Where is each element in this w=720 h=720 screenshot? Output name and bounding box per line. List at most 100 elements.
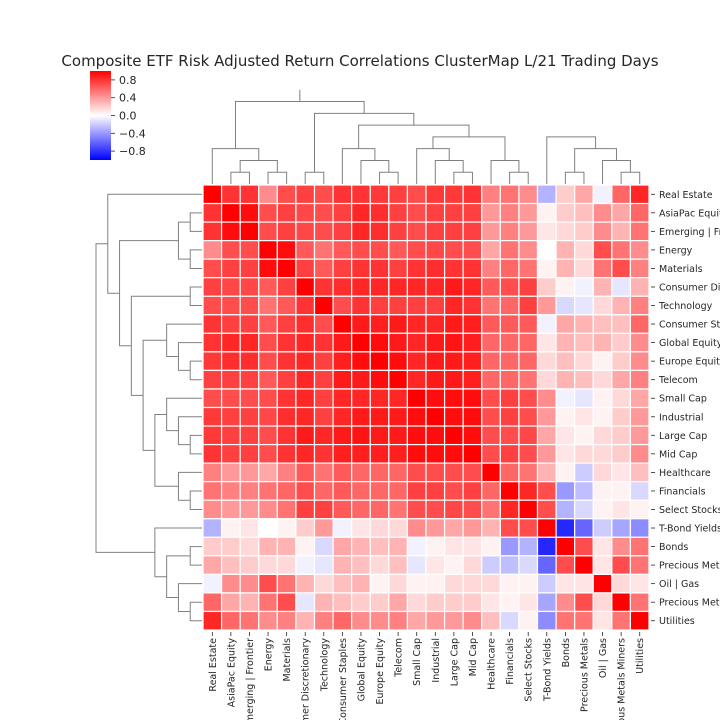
heatmap-cell [518,388,539,409]
heatmap-cell [481,573,501,594]
heatmap-cell [369,425,390,446]
heatmap-cell [629,314,650,334]
heatmap-cell [369,555,390,575]
heatmap-cell [443,295,464,316]
heatmap-cell [332,555,353,575]
chart-title: Composite ETF Risk Adjusted Return Corre… [61,52,659,70]
heatmap-cell [443,314,464,334]
heatmap-cell [611,610,632,631]
heatmap-cell [220,518,241,538]
heatmap-cell [295,406,316,427]
heatmap-cell [202,184,223,205]
column-label: Precious Metals [579,638,590,712]
heatmap-cell [295,221,316,242]
heatmap-cell [629,610,650,631]
heatmap-cell [388,351,409,372]
dendrogram-link [154,413,179,487]
heatmap-cell [295,499,316,520]
heatmap-cell [239,443,260,464]
heatmap-cell [462,369,483,390]
heatmap-cell [629,573,650,594]
row-label: Select Stocks [659,505,720,516]
heatmap-cell [388,425,409,446]
heatmap-cell [555,295,576,316]
heatmap-cell [555,369,576,390]
dendrogram-link [189,546,202,566]
heatmap-cell [202,314,223,334]
heatmap-cell [276,462,297,483]
heatmap-cell [351,295,371,316]
heatmap-cell [481,332,501,353]
heatmap-cell [295,351,316,372]
heatmap-cell [518,351,539,372]
heatmap-cell [462,518,483,538]
heatmap-cell [388,202,409,223]
heatmap-cell [555,202,576,223]
heatmap-cell [202,555,223,575]
heatmap-cell [425,499,446,520]
heatmap-cell [629,369,650,390]
heatmap-cell [220,240,241,260]
heatmap-cell [462,481,483,501]
heatmap-cell [313,258,334,279]
heatmap-cell [351,481,371,501]
heatmap-cell [388,481,409,501]
heatmap-cell [425,351,446,372]
heatmap-cell [369,258,390,279]
heatmap-cell [258,518,278,538]
column-dendrogram [211,90,641,184]
heatmap-cell [425,369,446,390]
heatmap-cell [499,369,520,390]
heatmap-cell [629,499,650,520]
heatmap-cell [258,610,278,631]
dendrogram-link [211,148,260,184]
heatmap-cell [574,425,594,446]
heatmap-cell [202,610,223,631]
heatmap-cell [425,202,446,223]
heatmap-cell [258,295,278,316]
heatmap-cell [406,314,427,334]
heatmap-cell [202,499,223,520]
heatmap-cell [536,536,557,557]
heatmap-cell [629,443,650,464]
heatmap-cell [518,555,539,575]
heatmap-cell [518,240,539,260]
heatmap-cell [425,481,446,501]
heatmap-cell [592,536,613,557]
heatmap-cell [518,277,539,297]
heatmap-cell [239,295,260,316]
heatmap-cell [313,592,334,613]
heatmap-cell [555,555,576,575]
heatmap-cell [611,499,632,520]
heatmap-cell [220,573,241,594]
heatmap-cell [239,406,260,427]
heatmap-cell [555,592,576,613]
heatmap-cell [202,592,223,613]
heatmap-cell [239,425,260,446]
heatmap-cell [555,481,576,501]
colorbar-gradient [90,71,111,160]
heatmap-cell [406,295,427,316]
heatmap-cell [239,277,260,297]
heatmap-cell [574,184,594,205]
heatmap-cell [313,295,334,316]
heatmap-cell [406,425,427,446]
heatmap-cell [518,481,539,501]
column-label: Consumer Discretionary [301,638,312,720]
column-labels: Real Estate AsiaPac Equity Emerging | Fron… [208,632,646,720]
heatmap-cell [574,499,594,520]
heatmap-cell [258,258,278,279]
heatmap-cell [462,184,483,205]
dendrogram-link [564,171,585,184]
heatmap-cell [536,314,557,334]
heatmap-cell [295,184,316,205]
heatmap-cell [574,388,594,409]
heatmap-cell [462,425,483,446]
dendrogram-link [177,221,191,260]
heatmap-cell [258,481,278,501]
column-label: Materials [282,638,293,682]
heatmap-cell [443,481,464,501]
row-label: Consumer Discretionary [659,282,720,293]
heatmap-cell [295,277,316,297]
heatmap-cell [443,536,464,557]
